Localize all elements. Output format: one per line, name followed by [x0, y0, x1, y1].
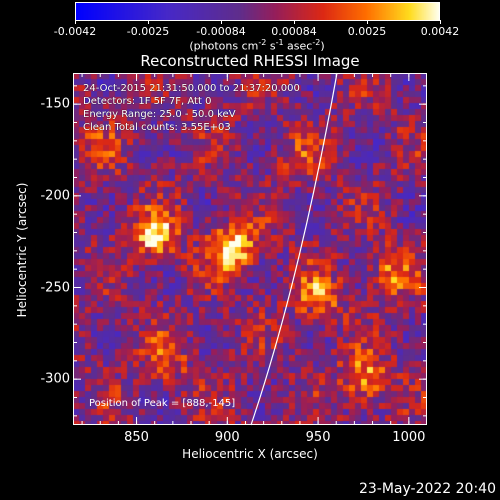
x-axis-label: Heliocentric X (arcsec)	[182, 447, 318, 461]
colorbar-tick-label: -0.0042	[53, 25, 97, 38]
colorbar-tick-label: -0.0025	[126, 25, 170, 38]
detectors-text: Detectors: 1F 5F 7F, Att 0	[83, 96, 212, 107]
clean-counts-text: Clean Total counts: 3.55E+03	[83, 122, 231, 133]
x-tick-label: 900	[214, 430, 240, 445]
colorbar-tick-label: -0.00084	[196, 25, 246, 38]
peak-position-text: Position of Peak = [888,-145]	[89, 398, 236, 409]
colorbar-tick-mark	[220, 20, 222, 24]
image-plot[interactable]: 24-Oct-2015 21:31:50.000 to 21:37:20.000…	[73, 73, 427, 425]
plot-title: Reconstructed RHESSI Image	[140, 52, 360, 70]
colorbar-tick-mark	[293, 20, 295, 24]
x-tick-label: 1000	[392, 430, 426, 445]
colorbar-tick-label: 0.00084	[271, 25, 317, 38]
colorbar-tick-mark	[366, 20, 368, 24]
colorbar-tick-mark	[74, 20, 76, 24]
y-tick-label: -250	[40, 280, 70, 295]
y-tick-label: -150	[40, 96, 70, 112]
footer-timestamp: 23-May-2022 20:40	[358, 481, 496, 497]
colorbar-tick-mark	[147, 20, 149, 24]
colorbar-tick-mark	[439, 20, 441, 24]
x-tick-label: 950	[305, 430, 331, 445]
heatmap-image	[73, 73, 427, 425]
colorbar-units: (photons cm-2 s-1 asec-2)	[189, 38, 325, 53]
time-range-text: 24-Oct-2015 21:31:50.000 to 21:37:20.000	[83, 83, 300, 94]
colorbar	[75, 2, 440, 21]
y-axis-label: Heliocentric Y (arcsec)	[15, 182, 29, 318]
x-tick-label: 850	[124, 430, 149, 445]
colorbar-tick-label: 0.0025	[347, 25, 387, 38]
colorbar-tick-label: 0.0042	[420, 25, 460, 38]
energy-range-text: Energy Range: 25.0 - 50.0 keV	[83, 109, 236, 120]
y-tick-label: -200	[40, 188, 70, 204]
y-tick-label: -300	[40, 371, 70, 387]
